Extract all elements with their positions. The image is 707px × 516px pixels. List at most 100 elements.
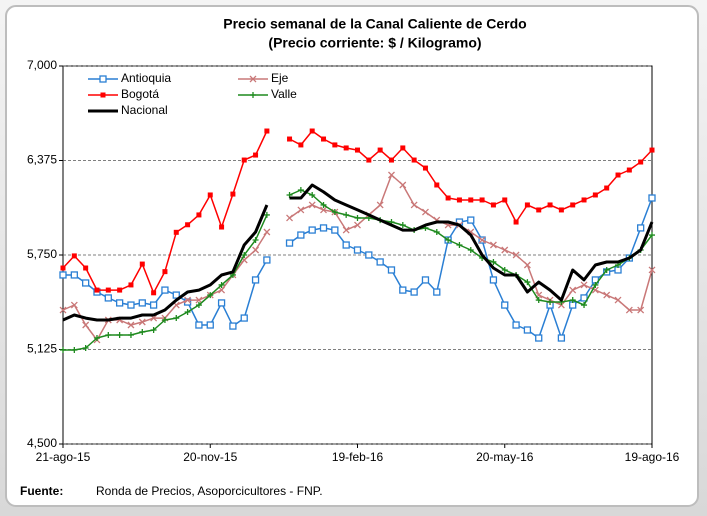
- marker: [637, 224, 645, 232]
- marker: [94, 287, 100, 293]
- marker: [297, 186, 304, 193]
- marker: [410, 288, 418, 296]
- marker: [287, 136, 293, 142]
- marker: [354, 214, 361, 221]
- marker: [70, 271, 78, 279]
- marker: [411, 157, 417, 163]
- marker: [649, 232, 655, 239]
- marker: [355, 147, 360, 153]
- marker: [219, 224, 225, 230]
- marker: [625, 306, 633, 314]
- marker: [82, 321, 90, 329]
- marker: [604, 185, 610, 191]
- marker: [422, 165, 428, 171]
- marker: [105, 331, 112, 338]
- x-tick-label: 19-feb-16: [332, 450, 384, 464]
- marker: [297, 206, 305, 214]
- marker: [127, 321, 135, 329]
- marker: [320, 201, 327, 208]
- marker: [249, 75, 257, 83]
- marker: [637, 306, 645, 314]
- marker: [557, 334, 566, 342]
- marker: [331, 226, 339, 234]
- marker: [285, 239, 294, 247]
- marker: [490, 258, 497, 265]
- marker: [319, 224, 328, 232]
- legend-label: Valle: [271, 87, 297, 101]
- x-tick-label: 21-ago-15: [36, 450, 91, 464]
- marker: [162, 269, 168, 275]
- marker: [569, 297, 576, 304]
- marker: [71, 253, 77, 259]
- marker: [297, 231, 305, 239]
- legend-label: Antioquia: [121, 71, 171, 85]
- marker: [83, 265, 89, 271]
- marker: [557, 301, 565, 309]
- marker: [82, 344, 89, 351]
- marker: [241, 252, 248, 258]
- marker: [70, 301, 78, 309]
- marker: [185, 222, 191, 228]
- marker: [309, 128, 315, 134]
- marker: [100, 92, 106, 98]
- marker: [320, 206, 327, 214]
- marker: [195, 296, 203, 304]
- marker: [161, 317, 168, 324]
- marker: [184, 296, 192, 304]
- marker: [138, 299, 146, 307]
- marker: [581, 302, 588, 309]
- marker: [207, 192, 213, 198]
- marker: [387, 266, 396, 274]
- marker: [536, 207, 542, 213]
- marker: [99, 75, 107, 83]
- marker: [388, 171, 395, 179]
- marker: [490, 202, 496, 208]
- marker: [308, 201, 316, 209]
- marker: [558, 207, 564, 213]
- marker: [59, 271, 67, 279]
- x-tick-label: 19-ago-16: [625, 450, 680, 464]
- marker: [218, 286, 226, 294]
- marker: [399, 181, 407, 189]
- marker: [195, 321, 203, 329]
- marker: [196, 212, 202, 218]
- marker: [434, 182, 440, 188]
- marker: [342, 226, 350, 234]
- marker: [501, 266, 508, 273]
- marker: [467, 247, 474, 254]
- marker: [580, 281, 588, 289]
- marker: [59, 306, 67, 314]
- marker: [569, 286, 577, 294]
- marker: [603, 291, 611, 299]
- marker: [252, 246, 260, 254]
- marker: [547, 299, 554, 306]
- marker: [60, 265, 66, 271]
- marker: [343, 211, 350, 218]
- marker: [263, 256, 271, 264]
- marker: [173, 315, 180, 322]
- marker: [478, 236, 486, 244]
- marker: [377, 147, 383, 153]
- y-tick-label: 5,750: [27, 247, 57, 261]
- marker: [445, 237, 452, 244]
- marker: [433, 288, 441, 296]
- marker: [615, 172, 621, 178]
- marker: [445, 195, 451, 201]
- marker: [489, 276, 498, 284]
- marker: [353, 246, 362, 254]
- marker: [614, 296, 622, 304]
- marker: [366, 157, 372, 163]
- marker: [524, 279, 531, 286]
- series-line: [62, 183, 654, 322]
- marker: [331, 209, 338, 216]
- marker: [523, 261, 531, 269]
- marker: [603, 266, 610, 273]
- marker: [138, 318, 146, 326]
- x-tick-label: 20-may-16: [476, 450, 534, 464]
- marker: [60, 346, 66, 353]
- marker: [467, 216, 475, 224]
- marker: [206, 321, 214, 329]
- marker: [638, 159, 644, 165]
- marker: [71, 346, 78, 353]
